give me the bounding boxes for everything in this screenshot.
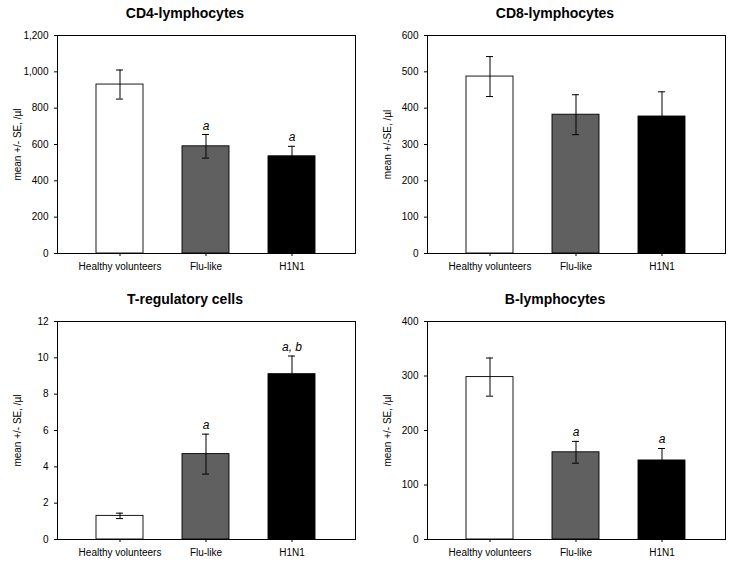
svg-text:500: 500 (402, 66, 419, 77)
svg-text:Flu-like: Flu-like (560, 261, 593, 272)
svg-text:12: 12 (37, 316, 49, 327)
svg-text:Healthy volunteers: Healthy volunteers (79, 261, 162, 272)
svg-text:a, b: a, b (282, 340, 302, 354)
svg-text:1,200: 1,200 (23, 30, 48, 41)
svg-text:2: 2 (43, 497, 49, 508)
html-text:CD4-lymphocytes: CD4-lymphocytes (125, 5, 245, 21)
svg-text:Healthy volunteers: Healthy volunteers (449, 261, 532, 272)
svg-text:600: 600 (402, 30, 419, 41)
svg-text:600: 600 (32, 139, 49, 150)
html-text:T-regulatory cells: T-regulatory cells (127, 291, 243, 307)
svg-text:200: 200 (402, 425, 419, 436)
svg-text:a: a (659, 432, 666, 446)
svg-text:8: 8 (43, 388, 49, 399)
svg-text:H1N1: H1N1 (279, 261, 305, 272)
svg-text:mean +/-SE, /µl: mean +/-SE, /µl (382, 110, 393, 179)
svg-text:0: 0 (413, 248, 419, 259)
svg-text:Flu-like: Flu-like (190, 547, 223, 558)
svg-text:100: 100 (402, 211, 419, 222)
svg-text:300: 300 (402, 139, 419, 150)
svg-text:200: 200 (32, 211, 49, 222)
svg-text:100: 100 (402, 479, 419, 490)
svg-text:Flu-like: Flu-like (190, 261, 223, 272)
svg-text:0: 0 (43, 248, 49, 259)
svg-text:a: a (573, 425, 580, 439)
svg-text:400: 400 (402, 316, 419, 327)
svg-text:H1N1: H1N1 (649, 261, 675, 272)
html-text:B-lymphocytes: B-lymphocytes (504, 291, 606, 307)
svg-text:Flu-like: Flu-like (560, 547, 593, 558)
svg-text:400: 400 (32, 175, 49, 186)
svg-text:400: 400 (402, 102, 419, 113)
svg-text:Healthy volunteers: Healthy volunteers (79, 547, 162, 558)
svg-text:0: 0 (413, 534, 419, 545)
svg-text:800: 800 (32, 102, 49, 113)
svg-text:mean +/- SE, /µl: mean +/- SE, /µl (12, 108, 23, 180)
svg-text:10: 10 (37, 352, 49, 363)
svg-text:H1N1: H1N1 (279, 547, 305, 558)
svg-text:H1N1: H1N1 (649, 547, 675, 558)
svg-text:a: a (203, 418, 210, 432)
svg-text:0: 0 (43, 534, 49, 545)
svg-text:Healthy volunteers: Healthy volunteers (449, 547, 532, 558)
svg-text:6: 6 (43, 425, 49, 436)
svg-text:a: a (203, 119, 210, 133)
svg-text:300: 300 (402, 370, 419, 381)
svg-text:a: a (289, 130, 296, 144)
svg-text:mean +/- SE, /µl: mean +/- SE, /µl (382, 394, 393, 466)
html-text:CD8-lymphocytes: CD8-lymphocytes (495, 5, 615, 21)
svg-text:200: 200 (402, 175, 419, 186)
svg-text:mean +/- SE, /µl: mean +/- SE, /µl (12, 394, 23, 466)
svg-text:1,000: 1,000 (23, 66, 48, 77)
svg-text:4: 4 (43, 461, 49, 472)
